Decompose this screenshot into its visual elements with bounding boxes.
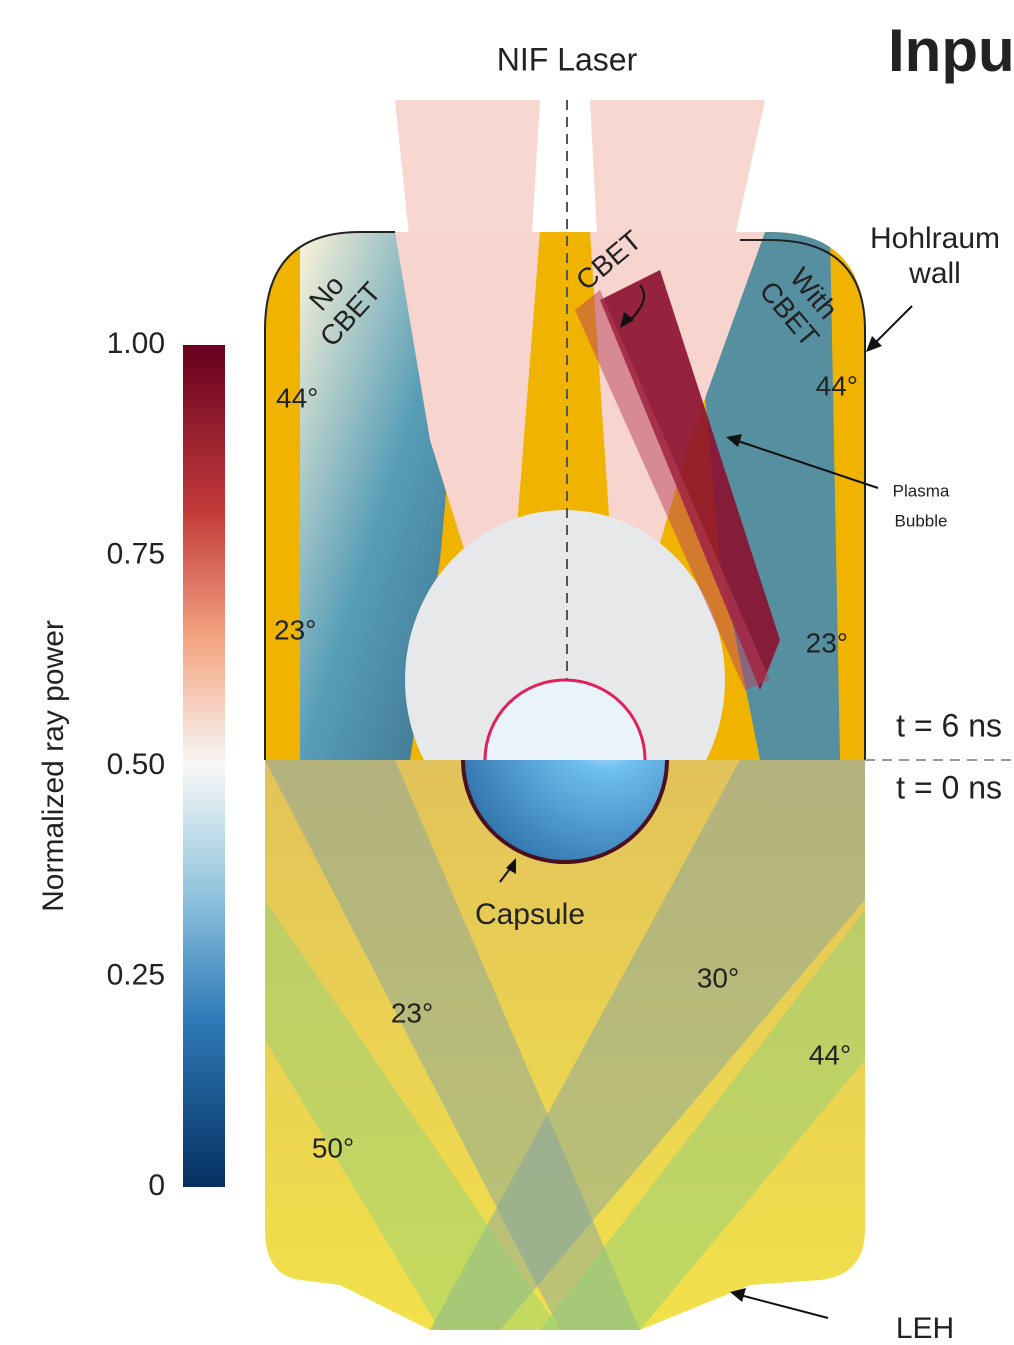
hohlraum-label: wall — [908, 257, 961, 290]
figure: Normalized ray power NIF Laser Inpu No C… — [0, 0, 1014, 1345]
arrow — [872, 306, 912, 346]
title: Inpu — [888, 17, 1014, 84]
page: { "header": {"laser_label": "NIF Laser",… — [0, 0, 1014, 1345]
angle-label: 23° — [806, 627, 848, 658]
lower-hohlraum — [265, 658, 865, 1340]
time-label: t = 6 ns — [896, 707, 1002, 743]
angle-label: 30° — [697, 962, 739, 993]
arrow — [740, 1295, 828, 1318]
colorbar-tick-label: 1.00 — [107, 327, 165, 360]
hohlraum-label: Hohlraum — [870, 222, 1000, 255]
angle-label: 23° — [274, 614, 316, 645]
angle-label: 44° — [816, 370, 858, 401]
angle-label: 23° — [391, 997, 433, 1028]
colorbar-tick-label: 0.75 — [107, 537, 165, 570]
leh-label: LEH — [896, 1312, 954, 1345]
angle-label: 44° — [809, 1039, 851, 1070]
capsule-label: Capsule — [475, 898, 585, 931]
angle-label: 44° — [276, 382, 318, 413]
angle-label: 50° — [312, 1132, 354, 1163]
colorbar-label: Normalized ray power — [37, 620, 70, 912]
colorbar-tick-label: 0.50 — [107, 748, 165, 781]
plasma-label: Plasma — [893, 481, 950, 500]
colorbar — [183, 345, 225, 1187]
colorbar-tick-label: 0.25 — [107, 958, 165, 991]
colorbar-tick-label: 0 — [148, 1169, 165, 1202]
time-label: t = 0 ns — [896, 769, 1002, 805]
laser-label: NIF Laser — [497, 41, 638, 77]
plasma-label: Bubble — [895, 511, 948, 530]
